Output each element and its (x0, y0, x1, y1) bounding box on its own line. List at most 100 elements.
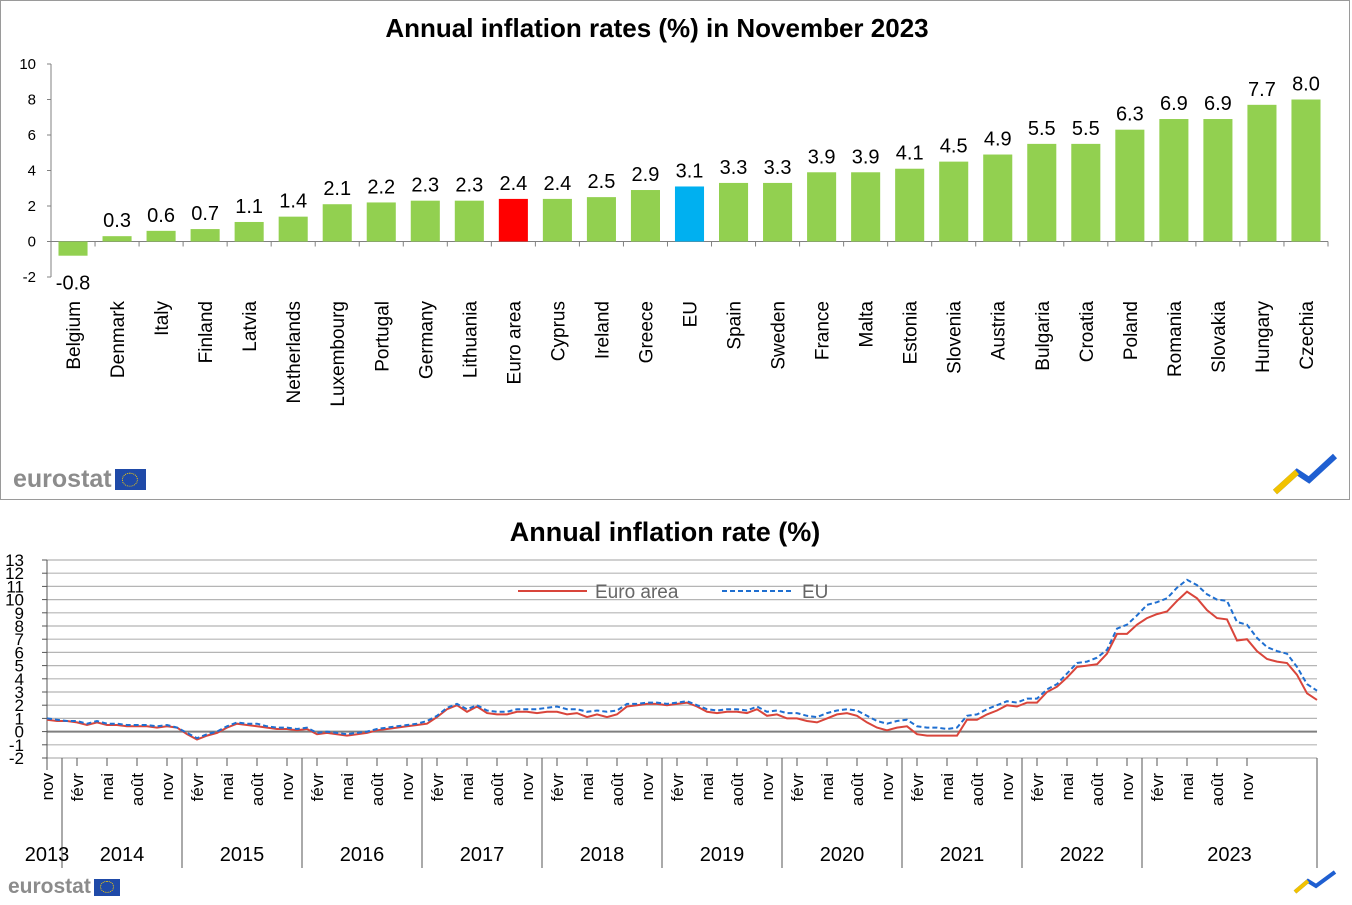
bar-germany (410, 200, 440, 242)
bar-y-tick-label: -2 (23, 269, 36, 286)
line-month-label: févr (428, 773, 447, 802)
bar-cyprus (542, 198, 572, 242)
bar-value-label: 2.5 (588, 171, 616, 193)
series-eu (46, 578, 1318, 740)
bar-chart-title: Annual inflation rates (%) in November 2… (385, 13, 928, 43)
bar-category-label: Spain (725, 301, 746, 350)
bar-category-label: Portugal (372, 301, 393, 372)
bar-greece (630, 190, 660, 242)
line-month-label: févr (548, 773, 567, 802)
bar-value-label: 3.3 (764, 157, 792, 179)
bar-eu (674, 186, 705, 242)
bar-y-tick-label: 6 (28, 127, 36, 144)
line-year-label: 2017 (460, 844, 505, 866)
bar-chart-panel: Annual inflation rates (%) in November 2… (0, 0, 1350, 500)
bar-category-label: Finland (196, 301, 217, 363)
bar-category-label: Latvia (240, 301, 261, 352)
bar-value-label: 3.1 (676, 160, 704, 182)
bar-euro-area (498, 198, 528, 242)
legend-label-eu: EU (802, 582, 828, 603)
bar-category-label: Sweden (769, 301, 790, 370)
bar-category-label: Slovakia (1209, 301, 1230, 373)
bar-malta (851, 172, 881, 242)
line-y-tick-label: 1 (15, 709, 24, 728)
line-chart: Annual inflation rate (%) -2-10123456789… (5, 517, 1318, 868)
line-month-label: févr (668, 773, 687, 802)
bar-czechia (1291, 99, 1321, 242)
bar-value-label: 3.9 (852, 146, 880, 168)
bar-value-label: -0.8 (56, 273, 90, 295)
line-month-label: févr (188, 773, 207, 802)
legend-label-euro-area: Euro area (595, 582, 679, 603)
bar-estonia (895, 168, 925, 242)
line-year-label: 2021 (940, 844, 985, 866)
line-y-tick-label: 5 (15, 657, 24, 676)
bar-value-label: 3.9 (808, 146, 836, 168)
bar-category-label: Slovenia (945, 301, 966, 374)
line-year-label: 2020 (820, 844, 865, 866)
bar-category-label: EU (681, 301, 702, 327)
line-month-label: mai (698, 773, 717, 800)
eurostat-logo-bottom: eurostat (8, 875, 120, 899)
bar-value-label: 1.1 (235, 196, 263, 218)
line-year-label: 2023 (1207, 844, 1252, 866)
line-month-label: févr (1028, 773, 1047, 802)
line-month-label: mai (938, 773, 957, 800)
eurostat-swoosh-icon (1272, 453, 1338, 495)
bar-value-label: 2.9 (632, 164, 660, 186)
line-year-label: 2015 (220, 844, 265, 866)
bar-austria (983, 154, 1013, 242)
eu-flag-icon (93, 878, 120, 896)
line-month-label: nov (1238, 773, 1257, 801)
bar-category-label: Hungary (1253, 301, 1274, 373)
line-month-label: févr (1148, 773, 1167, 802)
line-month-label: févr (788, 773, 807, 802)
line-month-label: nov (398, 773, 417, 801)
line-month-label: août (608, 773, 627, 806)
line-month-label: févr (908, 773, 927, 802)
line-month-label: mai (818, 773, 837, 800)
line-y-tick-label: -2 (9, 749, 24, 768)
bar-netherlands (278, 216, 308, 242)
line-month-label: août (248, 773, 267, 806)
line-month-label: mai (338, 773, 357, 800)
bar-value-label: 2.2 (367, 176, 395, 198)
line-chart-title: Annual inflation rate (%) (510, 517, 821, 547)
bar-category-label: France (813, 301, 834, 360)
bar-value-label: 4.5 (940, 136, 968, 158)
bar-slovakia (1203, 119, 1233, 242)
line-y-tick-label: 12 (5, 564, 24, 583)
bar-croatia (1071, 143, 1101, 242)
line-month-label: mai (578, 773, 597, 800)
bar-category-label: Ireland (592, 301, 613, 359)
line-month-label: nov (638, 773, 657, 801)
bar-denmark (102, 236, 132, 242)
bar-value-label: 2.1 (323, 178, 351, 200)
line-month-label: août (848, 773, 867, 806)
line-month-label: nov (518, 773, 537, 801)
bar-category-label: Lithuania (460, 301, 481, 379)
bar-category-label: Romania (1165, 301, 1186, 377)
bar-category-label: Netherlands (284, 301, 305, 403)
bar-value-label: 1.4 (279, 191, 307, 213)
bar-category-label: Poland (1121, 301, 1142, 360)
line-y-tick-label: 0 (15, 723, 24, 742)
line-month-label: août (368, 773, 387, 806)
bar-value-label: 2.3 (411, 175, 439, 197)
line-month-label: août (968, 773, 987, 806)
bar-value-label: 3.3 (720, 157, 748, 179)
bar-value-label: 2.4 (499, 173, 527, 195)
bar-category-label: Austria (989, 301, 1010, 361)
bar-spain (719, 182, 749, 242)
bar-category-label: Euro area (504, 301, 525, 385)
bar-category-label: Denmark (108, 301, 129, 379)
bar-category-label: Czechia (1297, 301, 1318, 370)
line-y-tick-label: 11 (6, 577, 24, 596)
bar-lithuania (454, 200, 484, 242)
line-month-label: nov (1118, 773, 1137, 801)
line-year-label: 2013 (25, 844, 70, 866)
line-month-label: mai (1058, 773, 1077, 800)
bar-value-label: 7.7 (1248, 79, 1276, 101)
line-y-tick-label: 9 (15, 604, 24, 623)
line-month-label: nov (878, 773, 897, 801)
